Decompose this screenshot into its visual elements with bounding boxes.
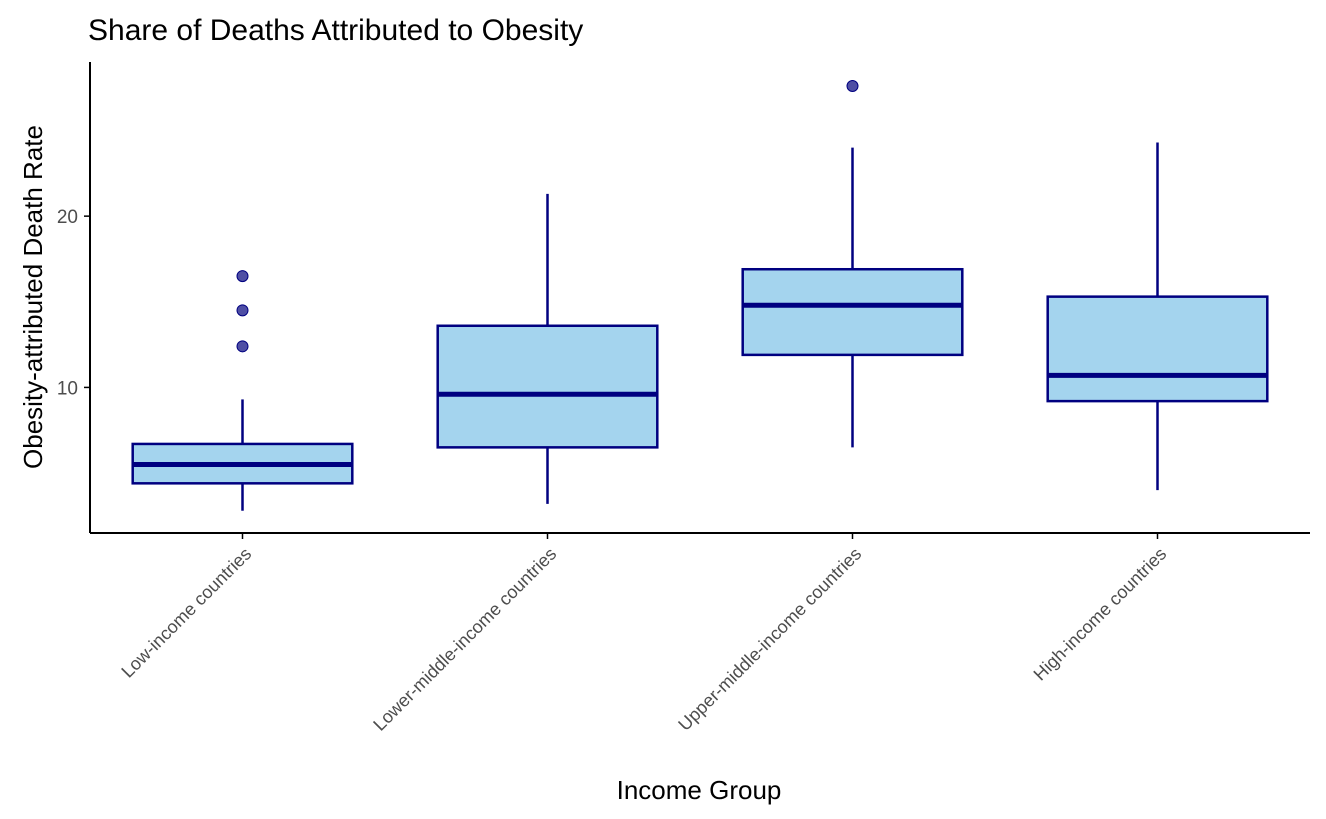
y-tick-label: 20: [57, 207, 78, 228]
x-tick-label: Upper-middle-income countries: [674, 544, 865, 735]
outlier-point: [236, 340, 249, 353]
y-axis-title: Obesity-attributed Death Rate: [18, 125, 48, 469]
box: [1046, 295, 1269, 403]
y-tick-label: 10: [57, 378, 78, 399]
x-tick-label: High-income countries: [1030, 544, 1171, 685]
x-tick-label: Lower-middle-income countries: [369, 544, 560, 735]
box: [436, 324, 659, 449]
outlier-point: [846, 79, 859, 92]
outlier-point: [236, 270, 249, 283]
x-tick-label: Low-income countries: [117, 544, 255, 682]
chart-title: Share of Deaths Attributed to Obesity: [88, 14, 583, 47]
x-axis-title: Income Group: [617, 775, 782, 805]
plot-area: 10 20 Low-income countries Lower-middle-inc…: [57, 62, 1310, 735]
outlier-point: [236, 304, 249, 317]
box: [741, 267, 964, 357]
